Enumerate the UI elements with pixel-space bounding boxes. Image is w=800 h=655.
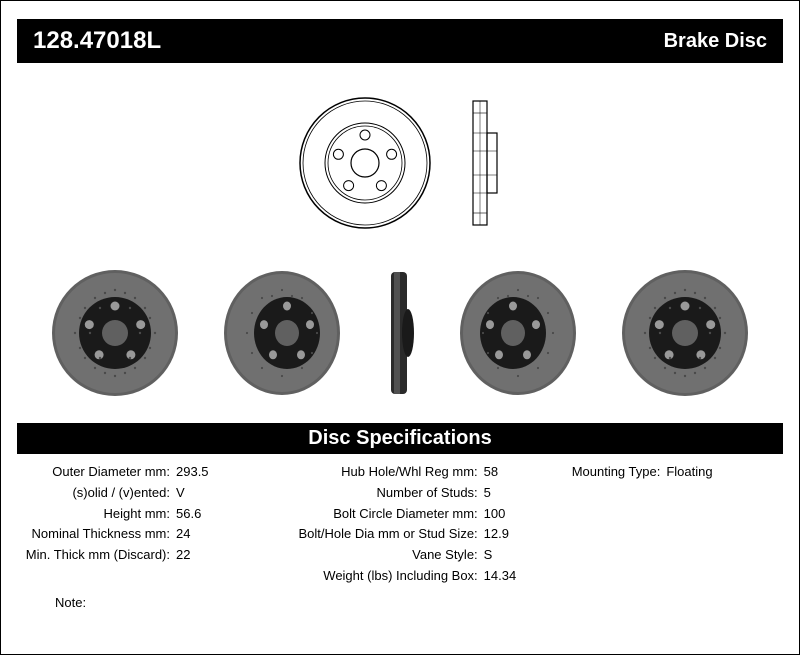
spec-label: Bolt Circle Diameter mm: [274, 504, 484, 525]
spec-row: Min. Thick mm (Discard):22 [21, 545, 274, 566]
disc-front-drawing [295, 93, 435, 233]
spec-row: Hub Hole/Whl Reg mm:58 [274, 462, 527, 483]
spec-title-bar: Disc Specifications [17, 423, 783, 454]
spec-value: 12.9 [484, 524, 509, 545]
spec-value: Floating [666, 462, 712, 483]
spec-label: Vane Style: [274, 545, 484, 566]
part-number: 128.47018L [33, 27, 161, 55]
spec-label: Number of Studs: [274, 483, 484, 504]
spec-label: Mounting Type: [526, 462, 666, 483]
spec-label: (s)olid / (v)ented: [21, 483, 176, 504]
spec-label: Outer Diameter mm: [21, 462, 176, 483]
spec-row: Number of Studs:5 [274, 483, 527, 504]
spec-column-3: Mounting Type:Floating [526, 462, 779, 587]
spec-row: Nominal Thickness mm:24 [21, 524, 274, 545]
note-row: Note: [1, 587, 799, 610]
spec-value: S [484, 545, 493, 566]
header-bar: 128.47018L Brake Disc [17, 19, 783, 63]
spec-label: Bolt/Hole Dia mm or Stud Size: [274, 524, 484, 545]
spec-label: Height mm: [21, 504, 176, 525]
spec-value: 56.6 [176, 504, 201, 525]
spec-label: Hub Hole/Whl Reg mm: [274, 462, 484, 483]
spec-value: 58 [484, 462, 498, 483]
spec-row: Bolt Circle Diameter mm:100 [274, 504, 527, 525]
spec-value: 293.5 [176, 462, 209, 483]
spec-row: (s)olid / (v)ented:V [21, 483, 274, 504]
spec-value: V [176, 483, 185, 504]
spec-row: Weight (lbs) Including Box:14.34 [274, 566, 527, 587]
spec-column-1: Outer Diameter mm:293.5 (s)olid / (v)ent… [21, 462, 274, 587]
spec-value: 14.34 [484, 566, 517, 587]
disc-photo-edge [385, 268, 415, 398]
spec-label: Min. Thick mm (Discard): [21, 545, 176, 566]
spec-value: 22 [176, 545, 190, 566]
spec-row: Height mm:56.6 [21, 504, 274, 525]
disc-side-drawing [465, 93, 505, 233]
product-type: Brake Disc [664, 30, 767, 53]
spec-row: Vane Style:S [274, 545, 527, 566]
disc-photo-angled-1 [217, 268, 347, 398]
spec-row: Outer Diameter mm:293.5 [21, 462, 274, 483]
disc-photo-angled-2 [453, 268, 583, 398]
spec-row: Mounting Type:Floating [526, 462, 779, 483]
product-photos [1, 258, 799, 408]
disc-photo-front-2 [620, 268, 750, 398]
spec-label: Nominal Thickness mm: [21, 524, 176, 545]
spec-row: Bolt/Hole Dia mm or Stud Size:12.9 [274, 524, 527, 545]
spec-label: Weight (lbs) Including Box: [274, 566, 484, 587]
spec-value: 5 [484, 483, 491, 504]
spec-column-2: Hub Hole/Whl Reg mm:58 Number of Studs:5… [274, 462, 527, 587]
spec-value: 100 [484, 504, 506, 525]
spec-value: 24 [176, 524, 190, 545]
technical-drawings [1, 88, 799, 238]
spec-table: Outer Diameter mm:293.5 (s)olid / (v)ent… [1, 454, 799, 587]
disc-photo-front-1 [50, 268, 180, 398]
note-label: Note: [55, 595, 86, 610]
